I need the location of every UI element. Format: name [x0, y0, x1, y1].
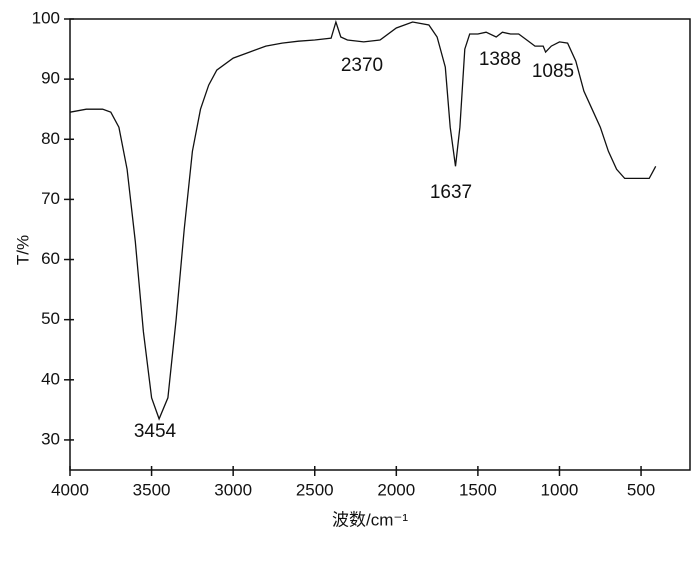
x-tick-label: 3000: [214, 480, 252, 499]
peak-annotation: 1085: [532, 61, 574, 82]
x-tick-label: 1000: [541, 480, 579, 499]
x-tick-label: 1500: [459, 480, 497, 499]
y-tick-label: 80: [41, 129, 60, 148]
peak-annotation: 2370: [341, 55, 383, 76]
y-tick-label: 70: [41, 189, 60, 208]
x-axis-label: 波数/cm⁻¹: [332, 510, 408, 529]
y-tick-label: 100: [32, 8, 60, 27]
x-tick-label: 2000: [377, 480, 415, 499]
y-axis-label: T/%: [13, 235, 32, 265]
x-tick-label: 4000: [51, 480, 89, 499]
y-tick-label: 90: [41, 69, 60, 88]
y-tick-label: 50: [41, 309, 60, 328]
x-tick-label: 500: [627, 480, 655, 499]
spectrum-line: [69, 19, 657, 421]
peak-annotation: 3454: [134, 421, 177, 442]
y-tick-label: 60: [41, 249, 60, 268]
y-tick-label: 30: [41, 429, 60, 448]
peak-annotation: 1637: [430, 182, 472, 203]
peak-annotation: 1388: [479, 49, 521, 70]
plot-frame: [69, 18, 691, 471]
x-tick-label: 2500: [296, 480, 334, 499]
x-tick-label: 3500: [133, 480, 171, 499]
y-tick-label: 40: [41, 369, 60, 388]
